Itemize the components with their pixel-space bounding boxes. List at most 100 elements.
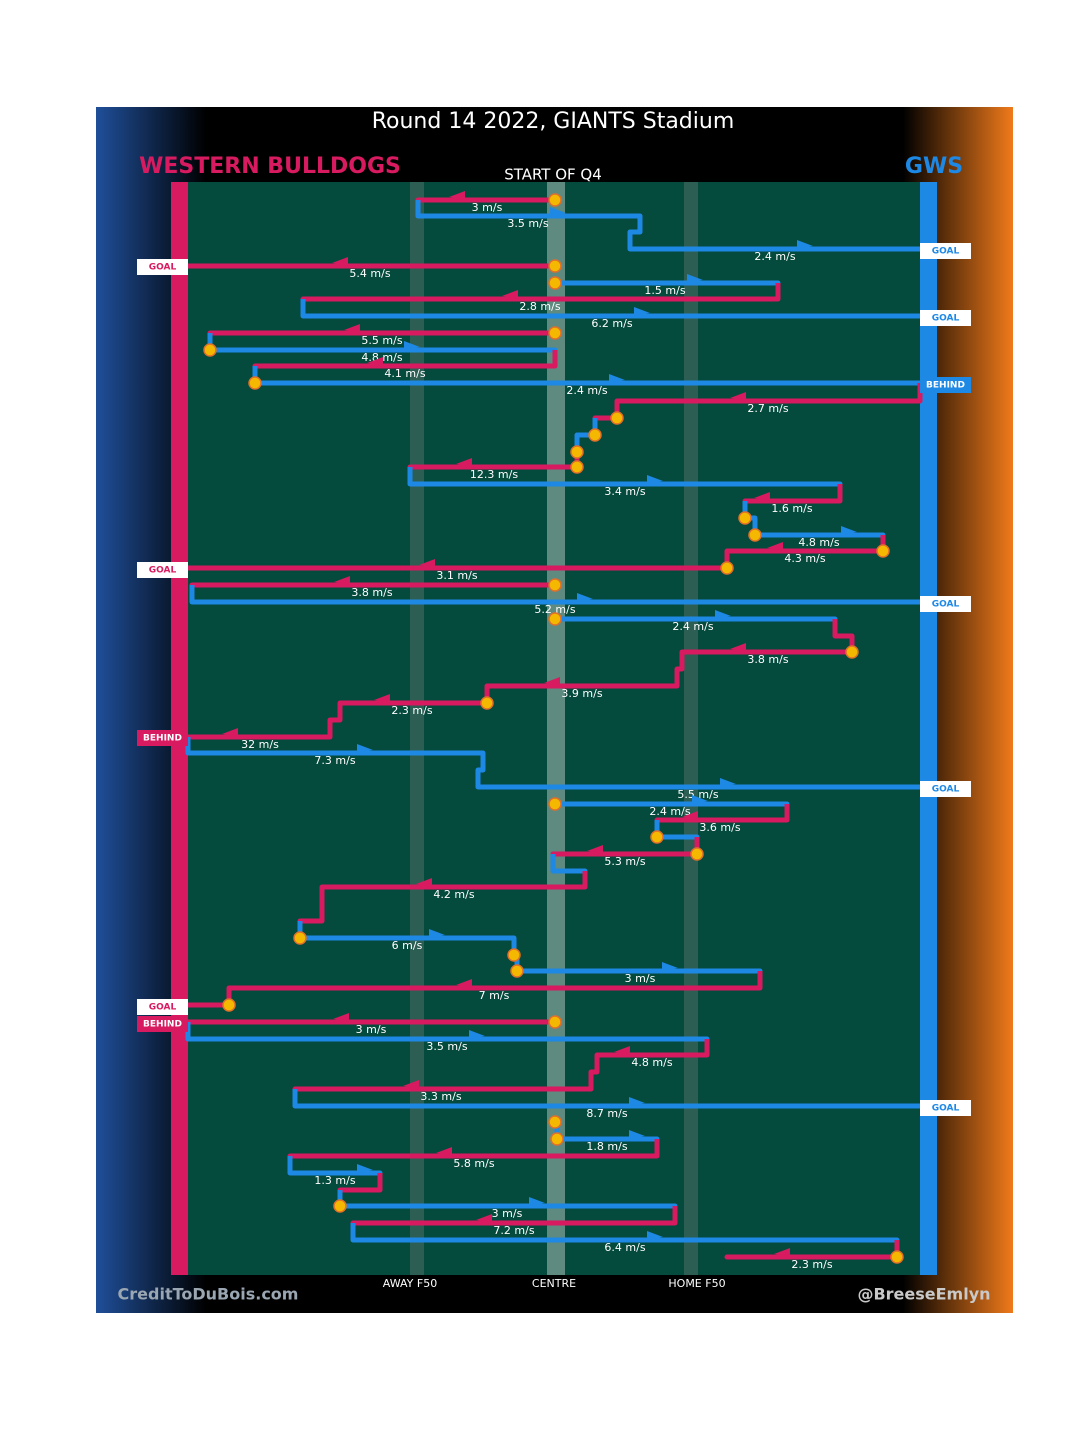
speed-label: 4.3 m/s bbox=[784, 552, 825, 565]
arrow bbox=[715, 610, 731, 618]
speed-label: 3 m/s bbox=[492, 1207, 523, 1220]
contest-marker bbox=[890, 1250, 904, 1264]
contest-marker bbox=[748, 528, 762, 542]
outcome-box bbox=[137, 259, 188, 275]
arrow bbox=[344, 324, 360, 332]
zone-label: HOME F50 bbox=[668, 1277, 725, 1290]
speed-label: 5.5 m/s bbox=[361, 334, 402, 347]
speed-label: 3 m/s bbox=[625, 972, 656, 985]
outcome-label: BEHIND bbox=[143, 1020, 182, 1030]
contest-marker bbox=[548, 1015, 562, 1029]
contest-marker bbox=[570, 445, 584, 459]
arrow bbox=[774, 1248, 790, 1256]
contest-marker bbox=[845, 645, 859, 659]
arrow bbox=[374, 694, 390, 702]
speed-label: 7 m/s bbox=[479, 989, 510, 1002]
contest-marker bbox=[548, 612, 562, 626]
arrow bbox=[529, 1197, 545, 1205]
speed-label: 3.5 m/s bbox=[426, 1040, 467, 1053]
outcome-box bbox=[920, 781, 971, 797]
arrow bbox=[456, 458, 472, 466]
arrow bbox=[436, 1147, 452, 1155]
speed-label: 3.9 m/s bbox=[561, 687, 602, 700]
contest-marker bbox=[510, 964, 524, 978]
outcome-label: BEHIND bbox=[926, 381, 965, 391]
team-left: WESTERN BULLDOGS bbox=[139, 154, 401, 179]
credit-right: @BreeseEmlyn bbox=[857, 1285, 990, 1304]
arrow bbox=[647, 475, 663, 483]
arrow bbox=[550, 207, 566, 215]
contest-marker bbox=[738, 511, 752, 525]
speed-label: 7.2 m/s bbox=[493, 1224, 534, 1237]
outcome-box bbox=[920, 310, 971, 326]
team-right: GWS bbox=[905, 154, 963, 179]
arrow bbox=[692, 795, 708, 803]
speed-label: 2.3 m/s bbox=[791, 1258, 832, 1271]
outcome-label: GOAL bbox=[932, 1104, 960, 1114]
outcome-box bbox=[137, 562, 188, 578]
zone-label: AWAY F50 bbox=[383, 1277, 437, 1290]
arrow bbox=[609, 374, 625, 382]
outcome-label: GOAL bbox=[932, 314, 960, 324]
arrow bbox=[419, 559, 435, 567]
arrow bbox=[222, 728, 238, 736]
speed-label: 12.3 m/s bbox=[470, 468, 518, 481]
contest-marker bbox=[876, 544, 890, 558]
contest-marker bbox=[720, 561, 734, 575]
outcome-box bbox=[137, 730, 188, 746]
arrow bbox=[629, 1097, 645, 1105]
left-goal-post bbox=[171, 182, 188, 1275]
speed-label: 2.7 m/s bbox=[747, 402, 788, 415]
outcome-box bbox=[920, 596, 971, 612]
arrow bbox=[577, 593, 593, 601]
speed-label: 1.3 m/s bbox=[314, 1174, 355, 1187]
contest-marker bbox=[222, 998, 236, 1012]
contest-marker bbox=[548, 1115, 562, 1129]
arrow bbox=[730, 643, 746, 651]
arrow bbox=[403, 1080, 419, 1088]
speed-label: 3.1 m/s bbox=[436, 569, 477, 582]
arrow bbox=[629, 1130, 645, 1138]
speed-label: 4.2 m/s bbox=[433, 888, 474, 901]
speed-label: 1.6 m/s bbox=[771, 502, 812, 515]
speed-label: 3.4 m/s bbox=[604, 485, 645, 498]
arrow bbox=[767, 542, 783, 550]
lane-home bbox=[684, 182, 698, 1275]
speed-label: 8.7 m/s bbox=[586, 1107, 627, 1120]
arrow bbox=[332, 257, 348, 265]
speed-label: 5.2 m/s bbox=[534, 603, 575, 616]
contest-marker bbox=[293, 931, 307, 945]
speed-label: 6.4 m/s bbox=[604, 1241, 645, 1254]
contest-marker bbox=[548, 276, 562, 290]
arrow bbox=[730, 392, 746, 400]
arrow bbox=[682, 811, 698, 819]
contest-marker bbox=[548, 193, 562, 207]
outcome-box bbox=[137, 999, 188, 1015]
arrow bbox=[754, 492, 770, 500]
speed-label: 32 m/s bbox=[241, 738, 279, 751]
arrow bbox=[333, 1013, 349, 1021]
speed-label: 2.4 m/s bbox=[754, 250, 795, 263]
zone-label: CENTRE bbox=[532, 1277, 576, 1290]
speed-label: 2.3 m/s bbox=[391, 704, 432, 717]
outcome-label: GOAL bbox=[932, 600, 960, 610]
arrow bbox=[469, 1030, 485, 1038]
arrow bbox=[634, 307, 650, 315]
outcome-box bbox=[920, 1100, 971, 1116]
contest-marker bbox=[570, 460, 584, 474]
outcome-label: GOAL bbox=[149, 566, 177, 576]
arrow bbox=[841, 526, 857, 534]
arrow bbox=[797, 240, 813, 248]
contest-marker bbox=[480, 696, 494, 710]
speed-label: 2.4 m/s bbox=[649, 805, 690, 818]
contest-marker bbox=[610, 411, 624, 425]
arrow bbox=[404, 341, 420, 349]
arrow bbox=[587, 845, 603, 853]
speed-label: 5.4 m/s bbox=[349, 267, 390, 280]
outcome-label: BEHIND bbox=[143, 734, 182, 744]
chains: 3 m/s 3.5 m/s 2.4 m/s 5.4 m/s 1.5 m/s 2.8 m/s… bbox=[137, 191, 971, 1271]
lane-away bbox=[410, 182, 424, 1275]
arrow bbox=[357, 744, 373, 752]
contest-marker bbox=[690, 847, 704, 861]
outcome-label: GOAL bbox=[932, 785, 960, 795]
